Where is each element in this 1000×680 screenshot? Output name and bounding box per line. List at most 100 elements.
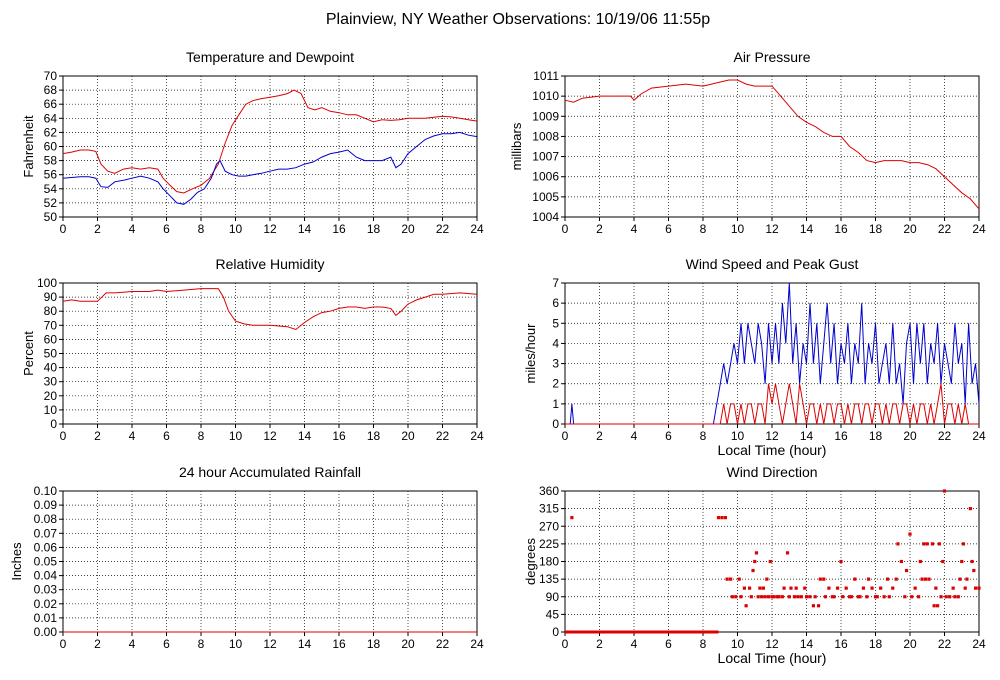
- scatter-point: [887, 595, 891, 599]
- y-axis-label: Percent: [21, 331, 36, 376]
- grid: [564, 75, 980, 218]
- x-tick-label: 22: [938, 429, 952, 443]
- y-tick-label: 0: [552, 625, 559, 639]
- scatter-point: [920, 577, 924, 581]
- scatter-point: [865, 595, 869, 599]
- scatter-point: [804, 595, 809, 599]
- scatter-point: [903, 595, 907, 599]
- x-tick-label: 10: [731, 429, 745, 443]
- series-line: [62, 288, 478, 331]
- x-tick-label: 2: [596, 222, 603, 236]
- y-tick-label: 0.03: [34, 583, 58, 597]
- scatter-point: [782, 586, 786, 590]
- x-tick-label: 8: [198, 222, 205, 236]
- y-tick-label: 1009: [532, 109, 559, 123]
- series-line: [62, 89, 478, 194]
- x-tick-label: 6: [665, 429, 672, 443]
- x-tick-label: 14: [800, 429, 814, 443]
- scatter-point: [758, 586, 762, 590]
- scatter-point: [742, 586, 746, 590]
- x-tick-label: 14: [800, 637, 814, 651]
- y-tick-label: 1011: [533, 69, 559, 83]
- y-tick-label: 0.05: [34, 555, 58, 569]
- scatter-point: [822, 577, 826, 581]
- x-tick-label: 12: [263, 429, 277, 443]
- x-tick-label: 14: [298, 637, 312, 651]
- series-1: [565, 383, 979, 425]
- x-tick-label: 4: [129, 637, 136, 651]
- series-1: [62, 131, 478, 205]
- scatter-point: [858, 595, 862, 599]
- scatter-point: [765, 577, 769, 581]
- series-line: [62, 131, 478, 205]
- scatter-point: [894, 577, 898, 581]
- scatter-point: [963, 586, 967, 590]
- scatter-point: [813, 595, 817, 599]
- y-tick-label: 30: [44, 375, 58, 389]
- scatter-point: [970, 559, 974, 564]
- x-tick-label: 10: [229, 222, 243, 236]
- grid: [62, 490, 478, 633]
- x-tick-label: 18: [367, 637, 381, 651]
- x-tick-label: 4: [129, 222, 136, 236]
- scatter-point: [965, 577, 969, 581]
- y-tick-label: 0.00: [34, 625, 58, 639]
- scatter-point: [734, 595, 738, 599]
- x-tick-label: 22: [436, 637, 450, 651]
- x-tick-label: 0: [562, 637, 569, 651]
- scatter-point: [830, 595, 834, 599]
- y-axis-label: miles/hour: [523, 323, 538, 384]
- x-tick-label: 8: [700, 429, 707, 443]
- y-tick-label: 1005: [532, 190, 559, 204]
- scatter-point: [867, 577, 871, 581]
- y-tick-label: 0.02: [34, 597, 58, 611]
- x-tick-label: 14: [298, 429, 312, 443]
- scatter-point: [761, 586, 765, 590]
- y-tick-label: 66: [44, 97, 58, 111]
- chart-title: Air Pressure: [733, 49, 810, 65]
- y-tick-label: 54: [44, 182, 58, 196]
- scatter-point: [775, 595, 779, 599]
- x-tick-label: 4: [631, 637, 638, 651]
- chart-title: 24 hour Accumulated Rainfall: [179, 464, 361, 480]
- scatter-point: [937, 542, 941, 546]
- scatter-point: [827, 586, 831, 590]
- series-0: [570, 489, 981, 608]
- y-tick-label: 80: [44, 304, 58, 318]
- series-line: [565, 282, 980, 425]
- scatter-point: [918, 559, 922, 564]
- grid: [62, 282, 478, 425]
- scatter-point: [960, 559, 964, 564]
- x-tick-label: 0: [60, 222, 67, 236]
- y-axis-label: Inches: [9, 542, 24, 581]
- x-tick-label: 12: [263, 637, 277, 651]
- scatter-point: [922, 542, 926, 546]
- scatter-point: [879, 586, 883, 590]
- y-tick-label: 0.06: [34, 540, 58, 554]
- x-tick-label: 12: [263, 222, 277, 236]
- x-tick-label: 10: [229, 637, 243, 651]
- x-tick-label: 20: [401, 429, 415, 443]
- x-tick-label: 14: [298, 222, 312, 236]
- x-tick-label: 18: [869, 222, 883, 236]
- x-tick-label: 22: [436, 222, 450, 236]
- y-tick-label: 7: [552, 276, 559, 290]
- x-tick-label: 22: [938, 637, 952, 651]
- scatter-point: [796, 595, 800, 599]
- x-tick-label: 18: [869, 637, 883, 651]
- y-tick-label: 1004: [532, 210, 559, 224]
- y-tick-label: 2: [552, 377, 559, 391]
- y-tick-label: 360: [539, 484, 559, 498]
- x-tick-label: 0: [60, 429, 67, 443]
- scatter-point: [803, 586, 807, 590]
- y-tick-label: 1008: [532, 129, 559, 143]
- scatter-point: [953, 595, 957, 599]
- scatter-point: [882, 595, 886, 599]
- scatter-point: [948, 595, 952, 599]
- scatter-point: [772, 595, 776, 599]
- y-tick-label: 62: [44, 125, 58, 139]
- chart-title: Relative Humidity: [216, 256, 325, 272]
